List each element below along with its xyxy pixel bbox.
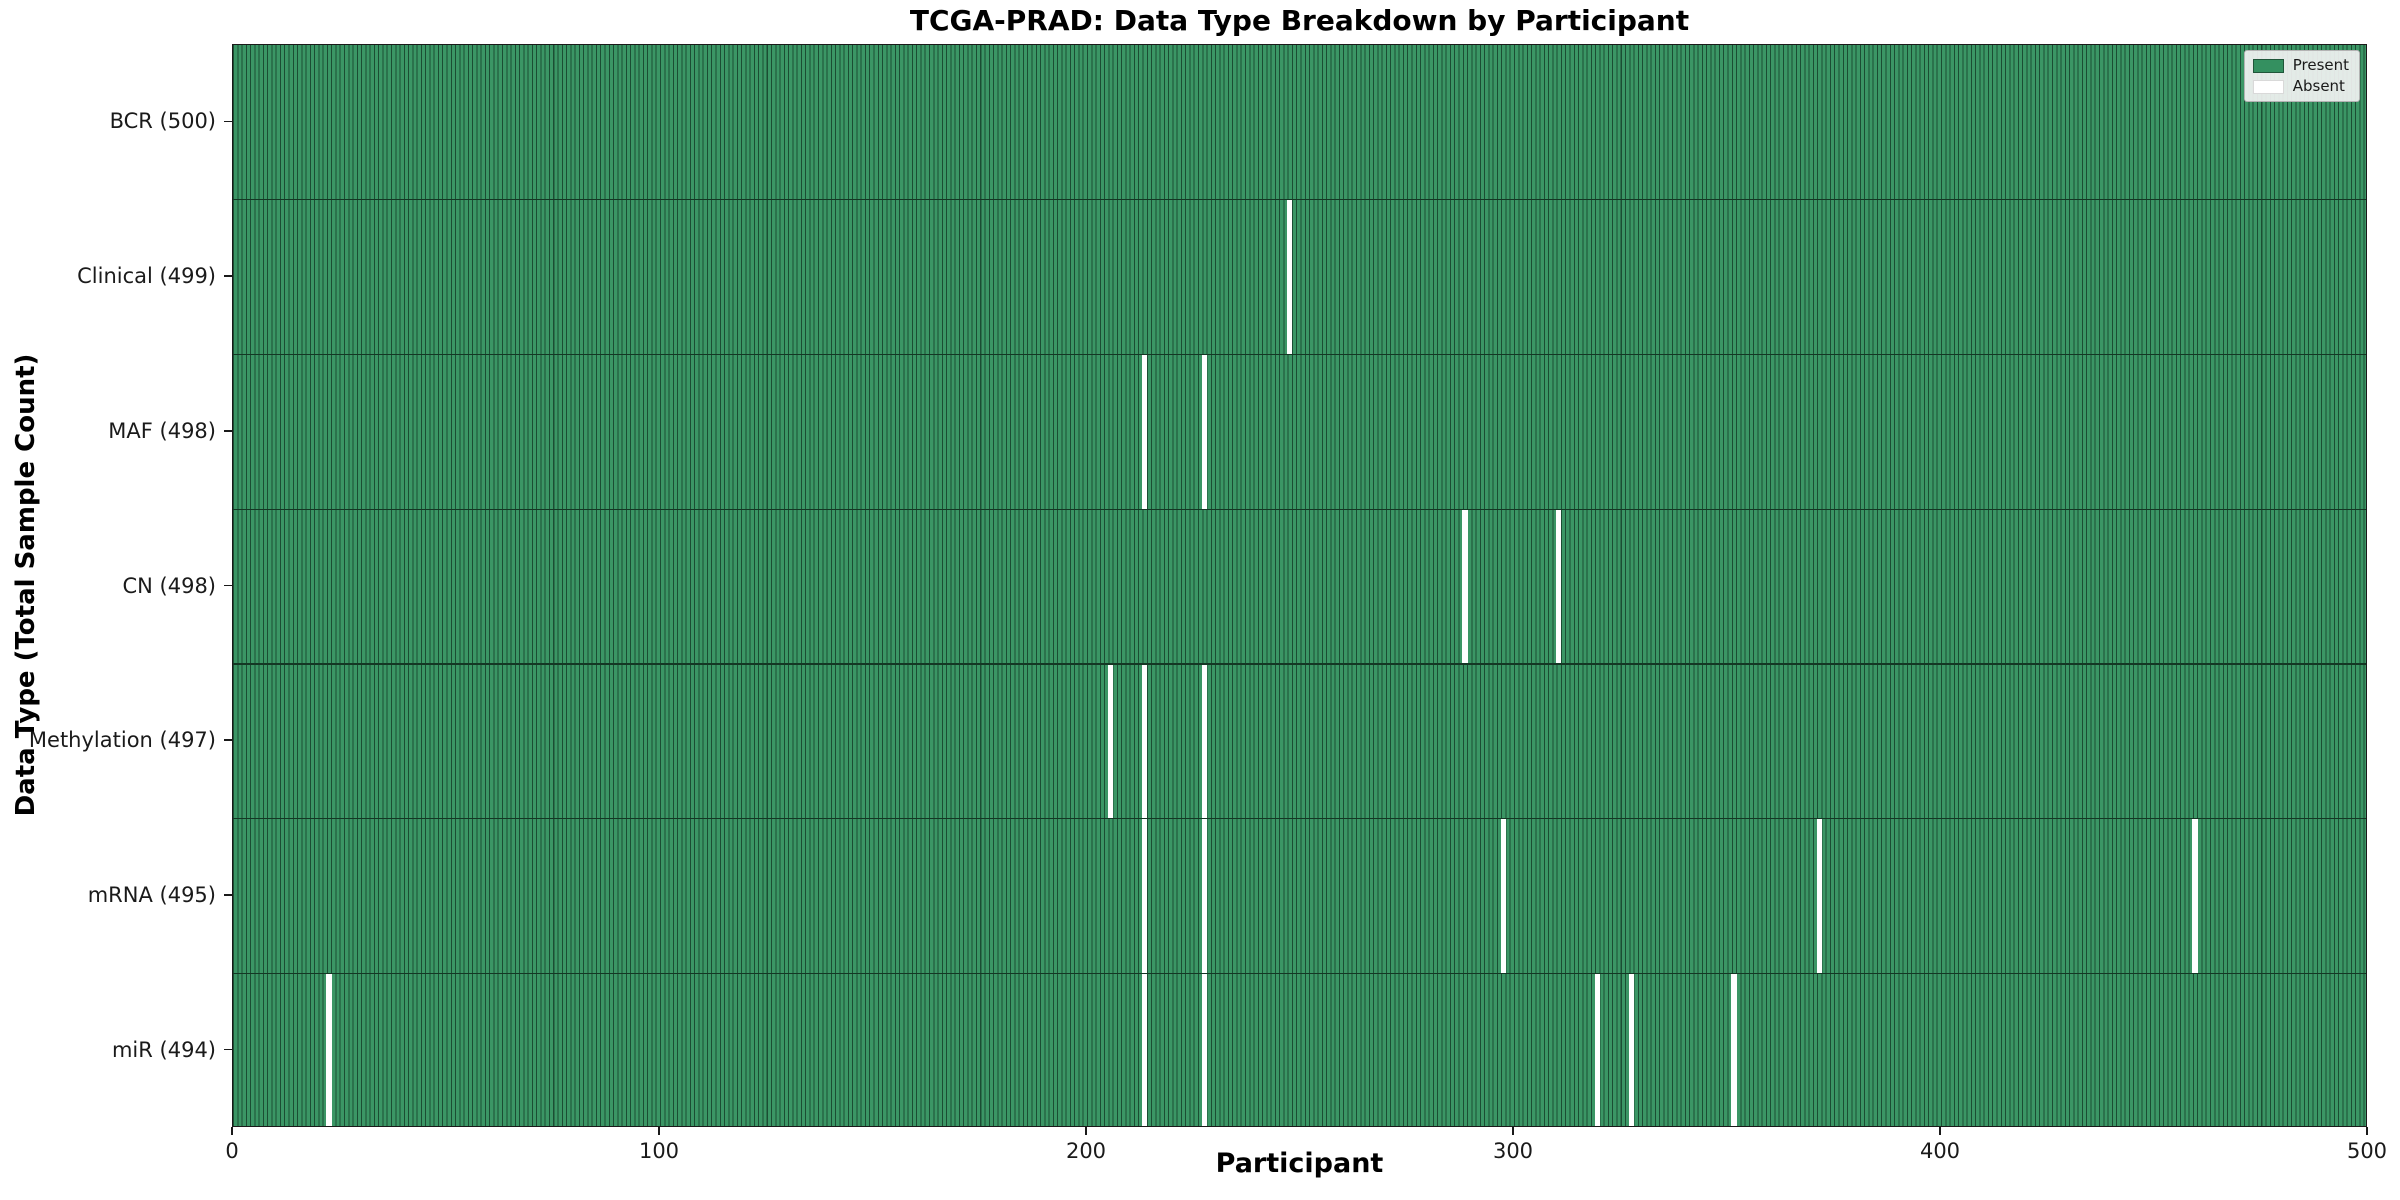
y-tick-label-bcr: BCR (500) [109,109,216,134]
x-tick-mark [1512,1127,1514,1135]
absent-gap-methylation-205 [1107,664,1114,818]
legend-entry-absent: Absent [2252,77,2349,95]
absent-gap-mir-213 [1142,973,1148,1126]
absent-gap-mir-319 [1594,973,1600,1126]
row-methylation [233,663,2366,819]
x-tick-mark [1085,1127,1087,1135]
x-tick-label-500: 500 [2346,1139,2388,1163]
row-clinical [233,199,2366,355]
absent-gap-clinical-247 [1287,200,1293,354]
absent-gap-cn-310 [1556,509,1562,664]
y-tick-mark [224,1048,232,1051]
x-axis-label: Participant [1215,1148,1384,1179]
x-tick-label-200: 200 [1065,1139,1107,1163]
absent-gap-methylation-213 [1142,664,1148,818]
absent-gap-mrna-371 [1816,819,1822,973]
y-tick-label-methylation: Methylation (497) [28,728,216,753]
row-divider [233,663,2366,665]
x-tick-label-100: 100 [638,1139,680,1163]
absent-gap-maf-227 [1201,355,1208,509]
absent-gap-mrna-459 [2192,819,2198,973]
absent-gap-mir-22 [326,973,332,1126]
row-cn [233,509,2366,664]
y-tick-label-mir: miR (494) [111,1037,216,1062]
row-divider [233,972,2366,974]
legend: Present Absent [2243,50,2360,102]
legend-swatch-absent-icon [2252,79,2284,94]
x-tick-label-400: 400 [1919,1139,1961,1163]
x-tick-mark [658,1127,660,1135]
y-tick-label-maf: MAF (498) [108,418,216,443]
row-divider [233,353,2366,356]
row-maf [233,354,2366,510]
absent-gap-mrna-297 [1500,819,1506,973]
y-tick-label-clinical: Clinical (499) [77,264,216,289]
absent-gap-mrna-227 [1201,819,1208,973]
chart-title: TCGA-PRAD: Data Type Breakdown by Partic… [909,4,1690,37]
plot-area: Present Absent [232,44,2367,1127]
x-tick-mark [231,1127,233,1135]
row-mrna [233,818,2366,974]
x-tick-label-300: 300 [1492,1139,1534,1163]
absent-gap-mir-327 [1628,973,1635,1126]
absent-gap-mir-227 [1201,973,1208,1126]
absent-gap-cn-288 [1462,509,1468,664]
y-tick-mark [224,430,232,432]
legend-entry-present: Present [2252,56,2349,74]
y-tick-mark [224,584,232,587]
legend-swatch-present-icon [2252,58,2284,73]
x-tick-label-0: 0 [225,1139,239,1163]
row-divider [233,817,2366,820]
y-tick-mark [224,275,232,277]
row-mir [233,973,2366,1126]
absent-gap-methylation-227 [1201,664,1208,818]
absent-gap-mir-351 [1731,973,1737,1126]
x-tick-mark [1939,1127,1941,1135]
y-tick-mark [224,120,232,123]
y-tick-label-mrna: mRNA (495) [87,882,216,907]
y-tick-mark [224,894,232,896]
row-divider [233,508,2366,510]
legend-label-present: Present [2292,56,2349,74]
absent-gap-maf-213 [1142,355,1148,509]
y-tick-mark [224,739,232,741]
y-tick-label-cn: CN (498) [122,573,216,598]
x-tick-mark [2366,1127,2368,1135]
row-bcr [233,45,2366,200]
absent-gap-mrna-213 [1142,819,1148,973]
row-divider [233,199,2366,201]
legend-label-absent: Absent [2292,77,2345,95]
